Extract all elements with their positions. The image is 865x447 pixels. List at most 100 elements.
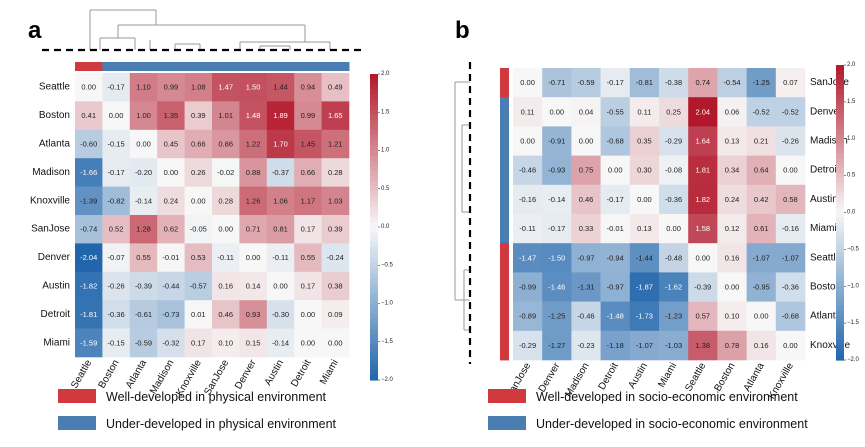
cell-b-value: 0.78: [725, 341, 740, 350]
colorbar-a-segment: [370, 308, 378, 315]
row-label-b: Atlanta: [810, 311, 842, 322]
cell-a-value: 1.50: [246, 83, 261, 92]
cell-a-value: 1.22: [246, 140, 261, 149]
colorbar-b-tick-label: 0.5: [847, 173, 856, 179]
cell-b-value: 0.74: [695, 78, 710, 87]
heatmap-a-cell: [102, 300, 131, 329]
cell-a-value: -0.14: [135, 196, 152, 205]
cell-a-value: 1.44: [273, 83, 288, 92]
cell-a-value: -2.04: [80, 253, 97, 262]
heatmap-a-cell: [75, 328, 103, 358]
heatmap-b-cell: [513, 68, 543, 98]
cell-b-value: 0.00: [549, 107, 564, 116]
colorbar-b-segment: [836, 325, 844, 332]
cell-b-value: -1.27: [548, 341, 565, 350]
col-label-b: Detroit: [597, 361, 621, 392]
heatmap-a-cell: [212, 101, 240, 131]
cell-b-value: -0.81: [636, 78, 653, 87]
colorbar-b-tick-label: 2.0: [847, 62, 856, 68]
cell-b-value: 0.34: [725, 166, 740, 175]
cell-b-value: 0.00: [666, 224, 681, 233]
cell-a-value: 0.00: [301, 310, 316, 319]
heatmap-b-cell: [775, 126, 806, 156]
colorbar-a-segment: [370, 313, 378, 320]
heatmap-a-cell: [294, 186, 322, 216]
heatmap-a-cell: [294, 243, 322, 273]
cell-b-value: 0.13: [725, 137, 740, 146]
cell-b-value: 0.11: [637, 107, 651, 116]
heatmap-b-cell: [775, 243, 806, 273]
cell-a-value: -0.73: [162, 310, 179, 319]
cell-b-value: -0.11: [519, 224, 536, 233]
colorbar-b-segment: [836, 84, 844, 91]
row-label-b: Madison: [810, 136, 848, 147]
colorbar-b-segment: [836, 153, 844, 160]
colorbar-b-segment: [836, 345, 844, 351]
cell-b-value: 0.13: [637, 224, 652, 233]
cell-b-value: -0.29: [665, 137, 682, 146]
colorbar-b-segment: [836, 128, 844, 135]
heatmap-b-cell: [542, 155, 572, 186]
cell-b-value: 0.58: [783, 195, 798, 204]
colorbar-a-segment: [370, 84, 378, 90]
cell-a-value: 1.47: [218, 83, 233, 92]
heatmap-a-cell: [75, 271, 103, 301]
cell-b-value: 0.00: [783, 341, 798, 350]
cell-b-value: 0.00: [579, 137, 594, 146]
cell-b-value: 0.35: [637, 137, 652, 146]
colorbar-b-segment: [836, 192, 844, 199]
colorbar-b-segment: [836, 276, 844, 282]
cell-a-value: 0.00: [273, 282, 288, 291]
colorbar-a-segment: [370, 176, 378, 182]
heatmap-b-cell: [717, 330, 747, 361]
group-bar-b-segment: [500, 126, 509, 156]
cell-a-value: 0.99: [164, 83, 179, 92]
colorbar-a-segment: [370, 140, 378, 146]
cell-b-value: 1.82: [695, 195, 710, 204]
legend-b-well-swatch: [488, 389, 526, 403]
cell-b-value: 1.58: [695, 224, 710, 233]
colorbar-b-segment: [836, 291, 844, 297]
heatmap-a-cell: [129, 101, 158, 131]
cell-a-value: 0.26: [191, 168, 206, 177]
colorbar-a-segment: [370, 79, 378, 85]
colorbar-b-tick-label: 1.0: [847, 136, 856, 142]
heatmap-b-cell: [688, 155, 718, 186]
cell-b-value: -0.48: [665, 253, 682, 262]
colorbar-a-segment: [370, 165, 378, 172]
heatmap-a-cell: [239, 271, 268, 301]
colorbar-b-segment: [836, 222, 844, 228]
group-bar-a-segment: [184, 62, 213, 71]
heatmap-b-cell: [775, 97, 806, 127]
heatmap-a-cell: [75, 186, 103, 216]
colorbar-a-segment: [370, 155, 378, 162]
colorbar-a-segment: [370, 196, 378, 203]
heatmap-a-cell: [157, 300, 185, 329]
legend-a-under-swatch: [58, 416, 96, 430]
heatmap-b-cell: [717, 243, 747, 273]
heatmap-a-cell: [294, 300, 322, 329]
cell-b-value: -1.48: [607, 312, 624, 321]
group-bar-b-segment: [500, 272, 509, 302]
heatmap-b-cell: [571, 184, 601, 215]
heatmap-b-cell: [629, 126, 660, 156]
cell-b-value: 0.46: [579, 195, 594, 204]
heatmap-a-cell: [75, 101, 103, 131]
cell-a-value: 0.52: [109, 225, 124, 234]
heatmap-b-cell: [746, 184, 777, 215]
cell-b-value: 0.00: [520, 78, 535, 87]
cell-b-value: 2.04: [695, 107, 710, 116]
heatmap-b-cell: [513, 330, 543, 361]
cell-a-value: 0.94: [301, 83, 316, 92]
cell-b-value: 0.07: [783, 78, 798, 87]
heatmap-b-cell: [629, 301, 660, 332]
row-label-b: Boston: [810, 282, 841, 293]
colorbar-a-segment: [370, 201, 378, 208]
heatmap-a-cell: [75, 243, 103, 273]
cell-b-value: -0.93: [548, 166, 565, 175]
cell-a-value: 1.45: [301, 140, 316, 149]
heatmap-a-cell: [212, 215, 240, 244]
row-label-b: Detroit: [810, 165, 840, 176]
cell-b-value: -0.46: [577, 312, 594, 321]
heatmap-b-cell: [775, 155, 806, 186]
